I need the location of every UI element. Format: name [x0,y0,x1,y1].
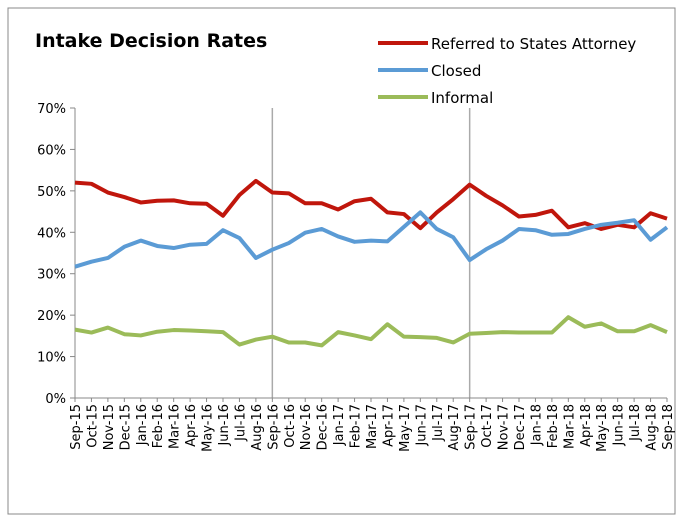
series-line [74,178,668,231]
x-tick-label: Nov-15 [102,404,117,450]
x-tick-label: Apr-18 [579,404,594,447]
x-tick-label: Aug-16 [250,404,265,451]
y-tick-label: 20% [37,309,66,324]
x-tick-label: Nov-16 [299,404,314,450]
x-tick-label: Oct-15 [85,404,100,448]
x-tick-label: May-16 [201,404,216,452]
x-tick-label: Sep-15 [69,404,84,450]
x-tick-label: Oct-17 [480,404,495,448]
series-line [74,315,668,348]
legend-label: Referred to States Attorney [431,35,636,53]
x-tick-label: Jul-16 [233,404,248,442]
legend-label: Informal [431,89,493,107]
x-tick-label: May-17 [398,404,413,452]
y-tick-label: 0% [45,392,66,407]
y-tick-label: 30% [37,268,66,283]
y-tick-label: 40% [37,226,66,241]
y-tick-label: 10% [37,351,66,366]
y-tick-label: 60% [37,143,66,158]
y-tick-label: 70% [37,102,66,117]
chart-title: Intake Decision Rates [35,30,267,52]
chart-frame [7,7,676,515]
series-line [74,210,669,269]
x-tick-label: Feb-18 [546,404,561,448]
x-tick-label: Mar-18 [562,404,577,449]
x-tick-label: Feb-17 [349,404,364,448]
x-tick-label: Apr-16 [184,404,199,447]
x-tick-label: Sep-17 [464,404,479,450]
x-tick-label: Sep-18 [661,404,676,450]
x-tick-label: Mar-16 [168,404,183,449]
x-tick-label: Oct-16 [283,404,298,448]
x-tick-label: Jun-16 [217,404,232,447]
x-tick-label: Jan-17 [332,404,347,446]
x-tick-label: Jul-18 [628,404,643,442]
x-tick-label: Apr-17 [381,404,396,447]
legend-label: Closed [431,62,481,80]
x-tick-label: Jun-18 [612,404,627,447]
x-tick-label: Feb-16 [151,404,166,448]
x-tick-label: Dec-16 [316,404,331,450]
x-tick-label: Nov-17 [497,404,512,450]
x-tick-label: Jul-17 [431,404,446,442]
x-tick-label: Jan-16 [135,404,150,446]
y-tick-label: 50% [37,185,66,200]
x-tick-label: May-18 [595,404,610,452]
x-tick-label: Sep-16 [266,404,281,450]
x-tick-label: Aug-18 [645,404,660,451]
x-tick-label: Mar-17 [365,404,380,449]
x-tick-label: Aug-17 [447,404,462,451]
x-tick-label: Dec-17 [513,404,528,450]
x-tick-label: Jun-17 [414,404,429,447]
x-tick-label: Dec-15 [118,404,133,450]
x-tick-label: Jan-18 [529,404,544,446]
